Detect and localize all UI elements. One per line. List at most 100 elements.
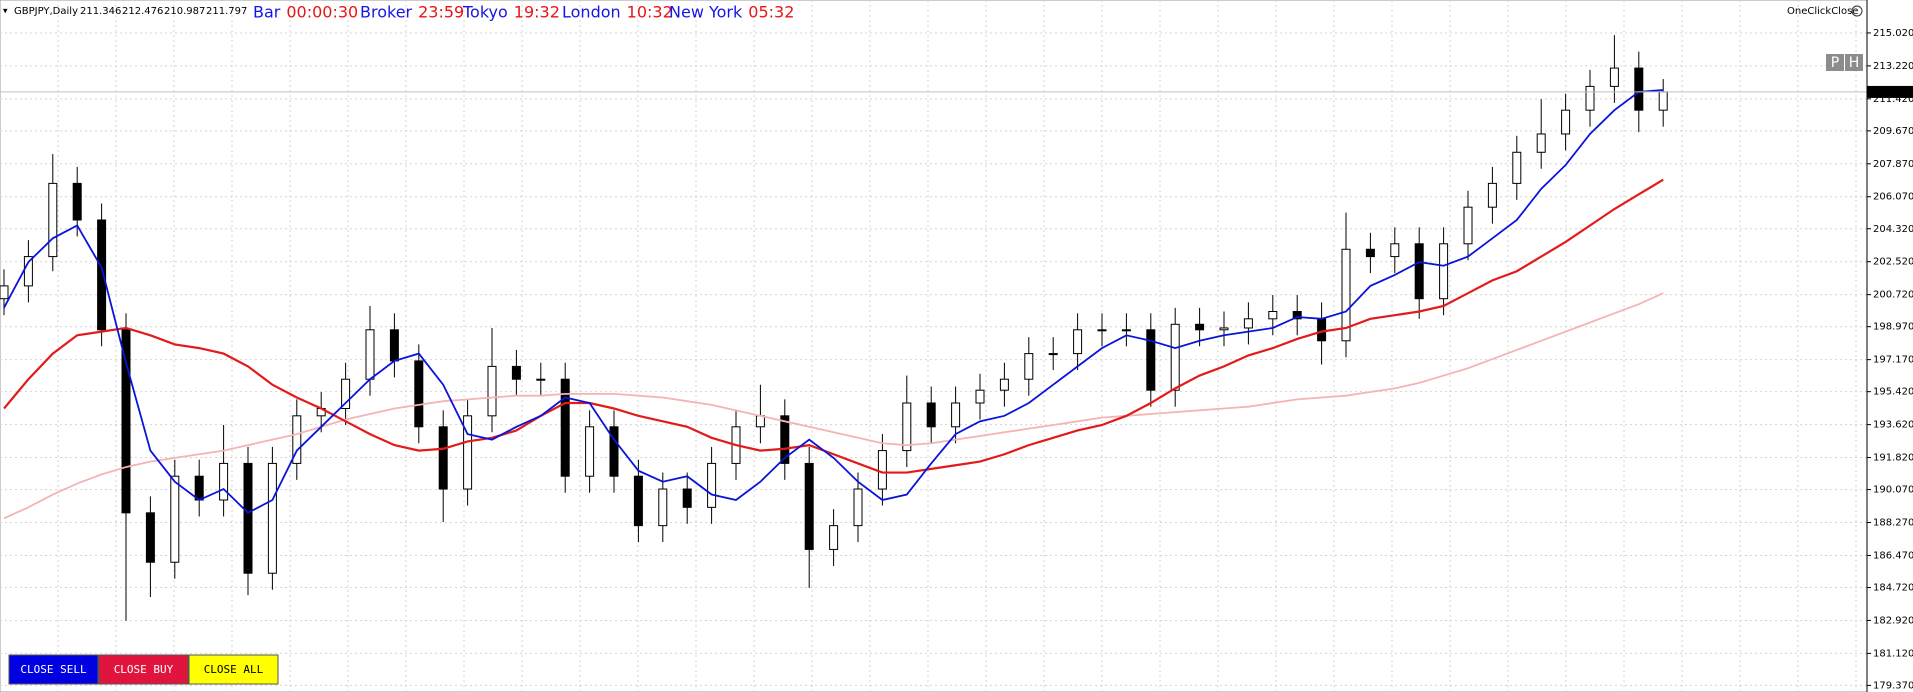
clock-label: Tokyo [462,3,508,22]
panel-icon [1851,5,1863,17]
candle-body [438,426,448,490]
clock-label: New York [669,3,743,22]
candle-body [926,402,936,428]
price-label-box [1867,85,1913,98]
candle-body [975,389,985,404]
y-tick-label: 179.370 [1873,680,1913,691]
y-tick-label: 193.620 [1873,420,1913,431]
candle-body [1365,248,1375,258]
candle-body [853,488,863,527]
action-button-label[interactable]: CLOSE BUY [114,663,174,676]
panel-button-label[interactable]: P [1831,55,1839,71]
candle-body [292,415,302,464]
candle-body [829,525,839,550]
y-tick-label: 191.820 [1873,453,1913,464]
candle-body [902,402,912,452]
candle-body [72,182,82,221]
candle-body [463,415,473,490]
y-tick-label: 190.070 [1873,485,1913,496]
action-button[interactable] [8,654,99,685]
y-tick-label: 206.070 [1873,192,1913,203]
candle-body [1512,151,1522,184]
y-tick-label: 186.470 [1873,550,1913,561]
candle-body [145,512,155,563]
candle-body [267,462,277,574]
candle-body [1658,91,1668,111]
clock-time: 23:59 [418,3,464,22]
panel-button[interactable] [1845,54,1863,71]
candle-body [1585,85,1595,111]
action-button-label[interactable]: CLOSE SELL [20,663,87,676]
candle-body [121,329,131,514]
candle-body [877,450,887,490]
candle-body [1414,243,1424,300]
candle-body [1341,248,1351,342]
candle-body [341,378,351,410]
candle-body [658,488,668,527]
candle-body [48,182,58,258]
candle-body [1195,323,1205,331]
y-tick-label: 188.270 [1873,518,1913,529]
candle-body [999,378,1009,391]
price-axis: 215.020 213.220 211.420 209.670 207.870 206.0… [1866,0,1913,692]
clock-time: 00:00:30 [286,3,358,22]
candle-body [243,462,253,574]
clock-label: London [562,3,621,22]
candle-body [1097,329,1107,332]
y-tick-label: 182.920 [1873,615,1913,626]
candle-body [560,378,570,477]
panel-button[interactable] [1826,54,1844,71]
action-button[interactable] [98,654,189,685]
candle-body [1561,109,1571,135]
clock-label: Broker [360,3,413,22]
candle-body [389,329,399,362]
y-tick-label: 181.120 [1873,648,1913,659]
candle-body [633,475,643,527]
action-button-label[interactable]: CLOSE ALL [204,663,264,676]
clock-time: 05:32 [748,3,794,22]
candle-body [951,402,961,428]
candle-body [1439,243,1449,300]
plot-frame [0,0,1868,692]
candle-body [1073,329,1083,355]
candle-body [1243,318,1253,329]
y-tick-label: 204.320 [1873,224,1913,235]
candle-body [1219,327,1229,331]
action-button[interactable] [188,654,279,685]
moving-average [3,89,1664,514]
panel-button-label[interactable]: H [1849,55,1860,71]
candle-body [1463,206,1473,245]
candle-body [1609,67,1619,87]
candle-body [97,219,107,331]
y-tick-label: 202.520 [1873,257,1913,268]
candle-body [487,365,497,417]
ohlc-value: 211.346 [80,6,121,17]
price-label: 211.797 [1871,87,1912,98]
symbol-arrow: ▾ [3,7,8,17]
candle-body [511,365,521,380]
y-tick-label: 207.870 [1873,159,1913,170]
candle-body [170,475,180,563]
y-tick-label: 215.020 [1873,28,1913,39]
clock-time: 19:32 [514,3,560,22]
price-marks [0,35,1867,621]
y-tick-label: 197.170 [1873,355,1913,366]
y-tick-label: 211.420 [1873,94,1913,105]
ohlc-value: 212.476 [122,6,163,17]
candle-body [194,475,204,501]
ohlc: 211.346 212.476 210.987 211.797 [80,6,247,17]
y-tick-label: 195.420 [1873,387,1913,398]
candle-body [609,426,619,477]
candle-body [1048,353,1058,356]
panel-title: OneClickClose [1787,6,1858,17]
candle-body [585,426,595,477]
y-tick-label: 198.970 [1873,322,1913,333]
y-tick-label: 209.670 [1873,126,1913,137]
ohlc-value: 210.987 [164,6,205,17]
candle-body [755,415,765,428]
candle-body [536,378,546,381]
y-tick-label: 213.220 [1873,61,1913,72]
